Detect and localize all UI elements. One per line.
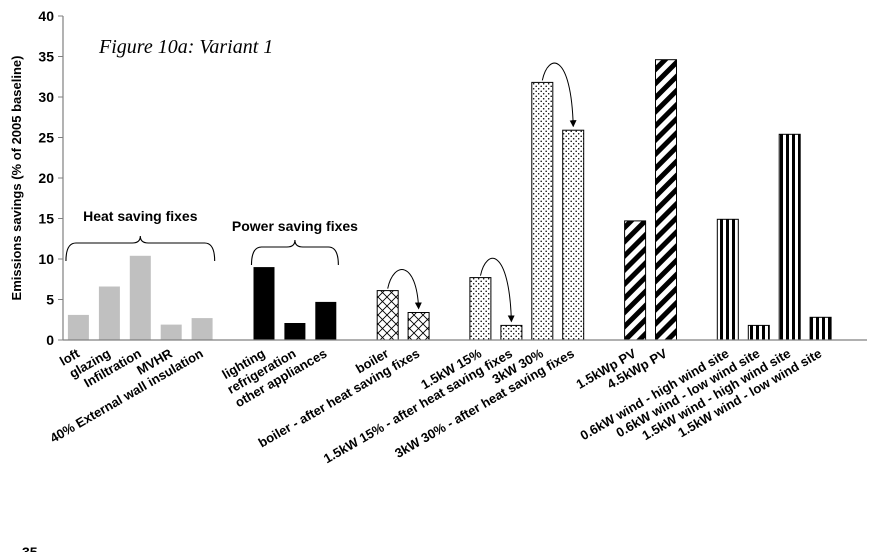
bar xyxy=(655,59,677,341)
comparison-arrow xyxy=(387,269,422,310)
bar xyxy=(747,324,770,341)
bracket xyxy=(250,239,339,266)
axes xyxy=(58,15,867,341)
bar xyxy=(500,324,523,341)
y-tick-label: 15 xyxy=(38,211,54,227)
chart-title: Figure 10a: Variant 1 xyxy=(98,36,273,58)
bar xyxy=(160,324,182,340)
bracket xyxy=(65,235,216,262)
arrows xyxy=(387,62,577,323)
bar xyxy=(253,267,275,340)
y-tick-label: 25 xyxy=(38,130,54,146)
bar xyxy=(407,312,430,341)
y-tick-label: 0 xyxy=(46,332,54,348)
bar xyxy=(191,318,213,340)
bar xyxy=(469,277,492,341)
bar xyxy=(624,220,647,341)
bar xyxy=(129,255,151,340)
y-tick-label: 5 xyxy=(46,292,54,308)
y-axis-label: Emissions savings (% of 2005 baseline) xyxy=(9,56,24,301)
bar xyxy=(98,286,120,340)
bar xyxy=(716,218,739,341)
bar xyxy=(315,301,337,340)
cutoff-text: 35 xyxy=(22,544,38,552)
y-tick-label: 35 xyxy=(38,49,54,65)
bar xyxy=(376,290,399,341)
y-tick-labels: 0 5 10 15 20 25 30 35 40 xyxy=(38,8,54,348)
bar xyxy=(67,314,89,340)
bar xyxy=(562,129,585,341)
bar xyxy=(284,323,306,340)
y-tick-label: 40 xyxy=(38,8,54,24)
bar xyxy=(778,133,801,341)
y-tick-label: 20 xyxy=(38,170,54,186)
annotation-brackets: Heat saving fixes Power saving fixes xyxy=(65,208,358,266)
y-tick-label: 10 xyxy=(38,251,54,267)
annotation-label: Heat saving fixes xyxy=(83,208,198,224)
bars xyxy=(67,59,832,341)
comparison-arrow xyxy=(479,258,515,323)
y-tick-label: 30 xyxy=(38,89,54,105)
bar xyxy=(531,81,554,341)
bar xyxy=(809,316,832,341)
comparison-arrow xyxy=(541,62,577,128)
annotation-label: Power saving fixes xyxy=(232,218,358,234)
